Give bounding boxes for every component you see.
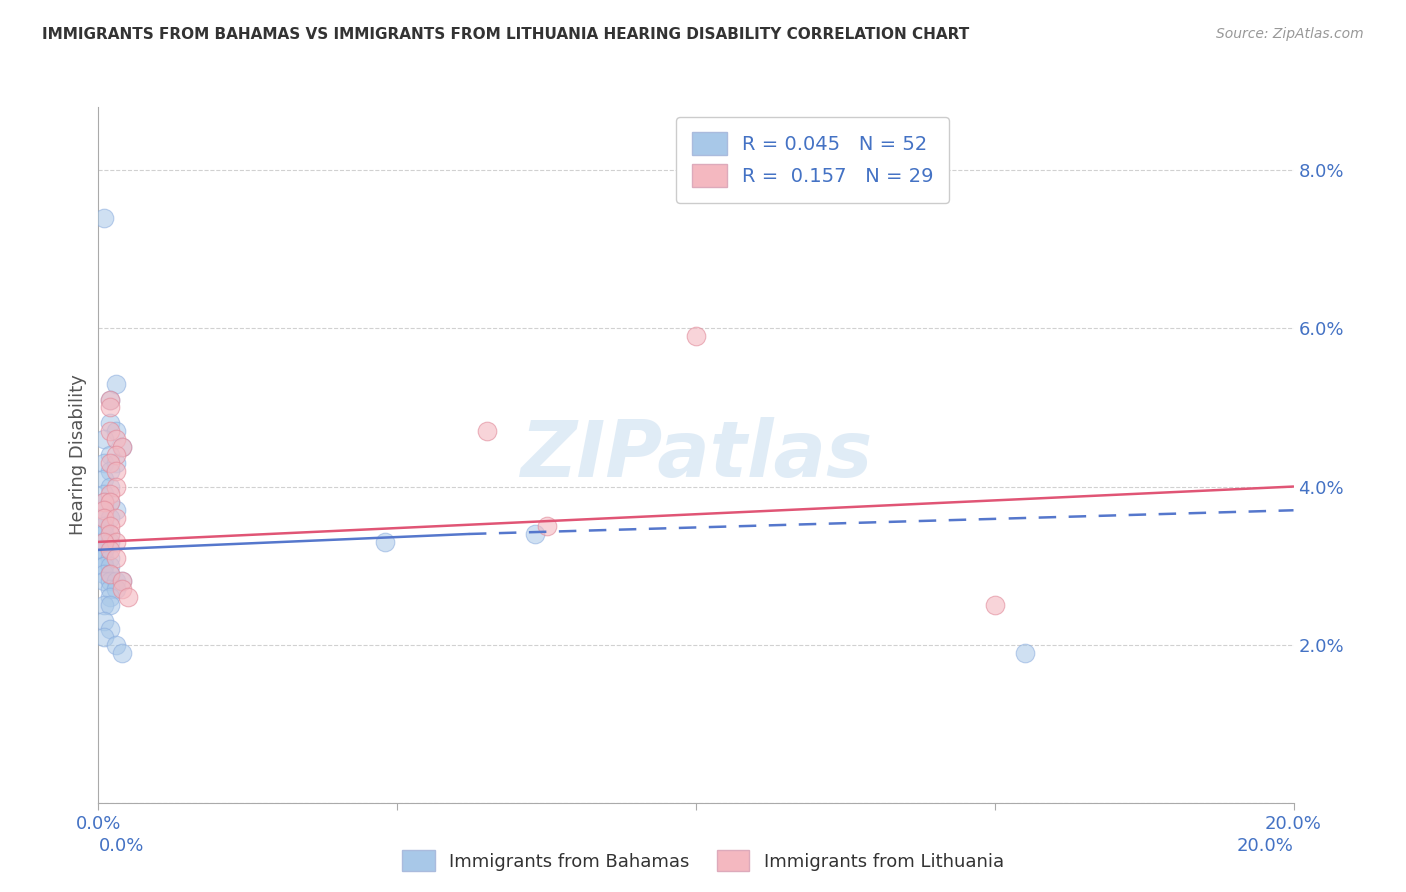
Point (98, 392, 122, 407)
Point (105, 574, 128, 589)
Legend: R = 0.045   N = 52, R =  0.157   N = 29: R = 0.045 N = 52, R = 0.157 N = 29 (676, 117, 949, 202)
Point (105, 638, 128, 652)
Point (93, 495, 115, 509)
Legend: Immigrants from Bahamas, Immigrants from Lithuania: Immigrants from Bahamas, Immigrants from… (388, 836, 1018, 886)
Y-axis label: Hearing Disability: Hearing Disability (69, 375, 87, 535)
Point (93, 503, 115, 517)
Point (98, 527, 122, 541)
Point (93, 574, 115, 589)
Text: ZIPatlas: ZIPatlas (520, 417, 872, 493)
Point (93, 542, 115, 557)
Point (117, 591, 139, 605)
Point (93, 558, 115, 573)
Point (93, 534, 115, 549)
Point (93, 503, 115, 517)
Point (93, 542, 115, 557)
Point (1014, 646, 1036, 660)
Point (111, 574, 134, 589)
Point (98, 534, 122, 549)
Point (111, 582, 134, 597)
Point (98, 550, 122, 565)
Point (105, 376, 128, 391)
Point (98, 495, 122, 509)
Point (105, 534, 128, 549)
Point (98, 582, 122, 597)
Point (93, 614, 115, 628)
Point (98, 401, 122, 415)
Point (98, 574, 122, 589)
Point (98, 487, 122, 501)
Point (98, 511, 122, 525)
Point (93, 519, 115, 533)
Point (93, 487, 115, 501)
Point (93, 550, 115, 565)
Text: IMMIGRANTS FROM BAHAMAS VS IMMIGRANTS FROM LITHUANIA HEARING DISABILITY CORRELAT: IMMIGRANTS FROM BAHAMAS VS IMMIGRANTS FR… (42, 27, 969, 42)
Point (105, 456, 128, 470)
Point (93, 511, 115, 525)
Point (93, 527, 115, 541)
Point (98, 591, 122, 605)
Point (98, 448, 122, 462)
Point (685, 329, 707, 343)
Point (105, 582, 128, 597)
Point (105, 448, 128, 462)
Point (98, 392, 122, 407)
Point (93, 495, 115, 509)
Point (93, 566, 115, 581)
Point (105, 511, 128, 525)
Text: Source: ZipAtlas.com: Source: ZipAtlas.com (1216, 27, 1364, 41)
Point (98, 424, 122, 438)
Point (93, 211, 115, 225)
Point (93, 598, 115, 612)
Text: 0.0%: 0.0% (98, 837, 143, 855)
Point (105, 432, 128, 446)
Point (98, 479, 122, 493)
Point (98, 519, 122, 533)
Point (536, 519, 558, 533)
Point (105, 479, 128, 493)
Point (111, 440, 134, 454)
Point (98, 566, 122, 581)
Point (983, 598, 1005, 612)
Text: 20.0%: 20.0% (1237, 837, 1294, 855)
Point (111, 440, 134, 454)
Point (93, 511, 115, 525)
Point (111, 646, 134, 660)
Point (98, 464, 122, 478)
Point (93, 558, 115, 573)
Point (98, 527, 122, 541)
Point (98, 542, 122, 557)
Point (105, 503, 128, 517)
Point (93, 472, 115, 486)
Point (93, 456, 115, 470)
Point (98, 598, 122, 612)
Point (111, 574, 134, 589)
Point (98, 622, 122, 636)
Point (93, 432, 115, 446)
Point (98, 456, 122, 470)
Point (105, 464, 128, 478)
Point (98, 566, 122, 581)
Point (105, 550, 128, 565)
Point (98, 558, 122, 573)
Point (98, 495, 122, 509)
Point (93, 630, 115, 644)
Point (475, 424, 498, 438)
Point (374, 534, 396, 549)
Point (98, 417, 122, 431)
Point (105, 424, 128, 438)
Point (93, 519, 115, 533)
Point (523, 527, 546, 541)
Point (93, 534, 115, 549)
